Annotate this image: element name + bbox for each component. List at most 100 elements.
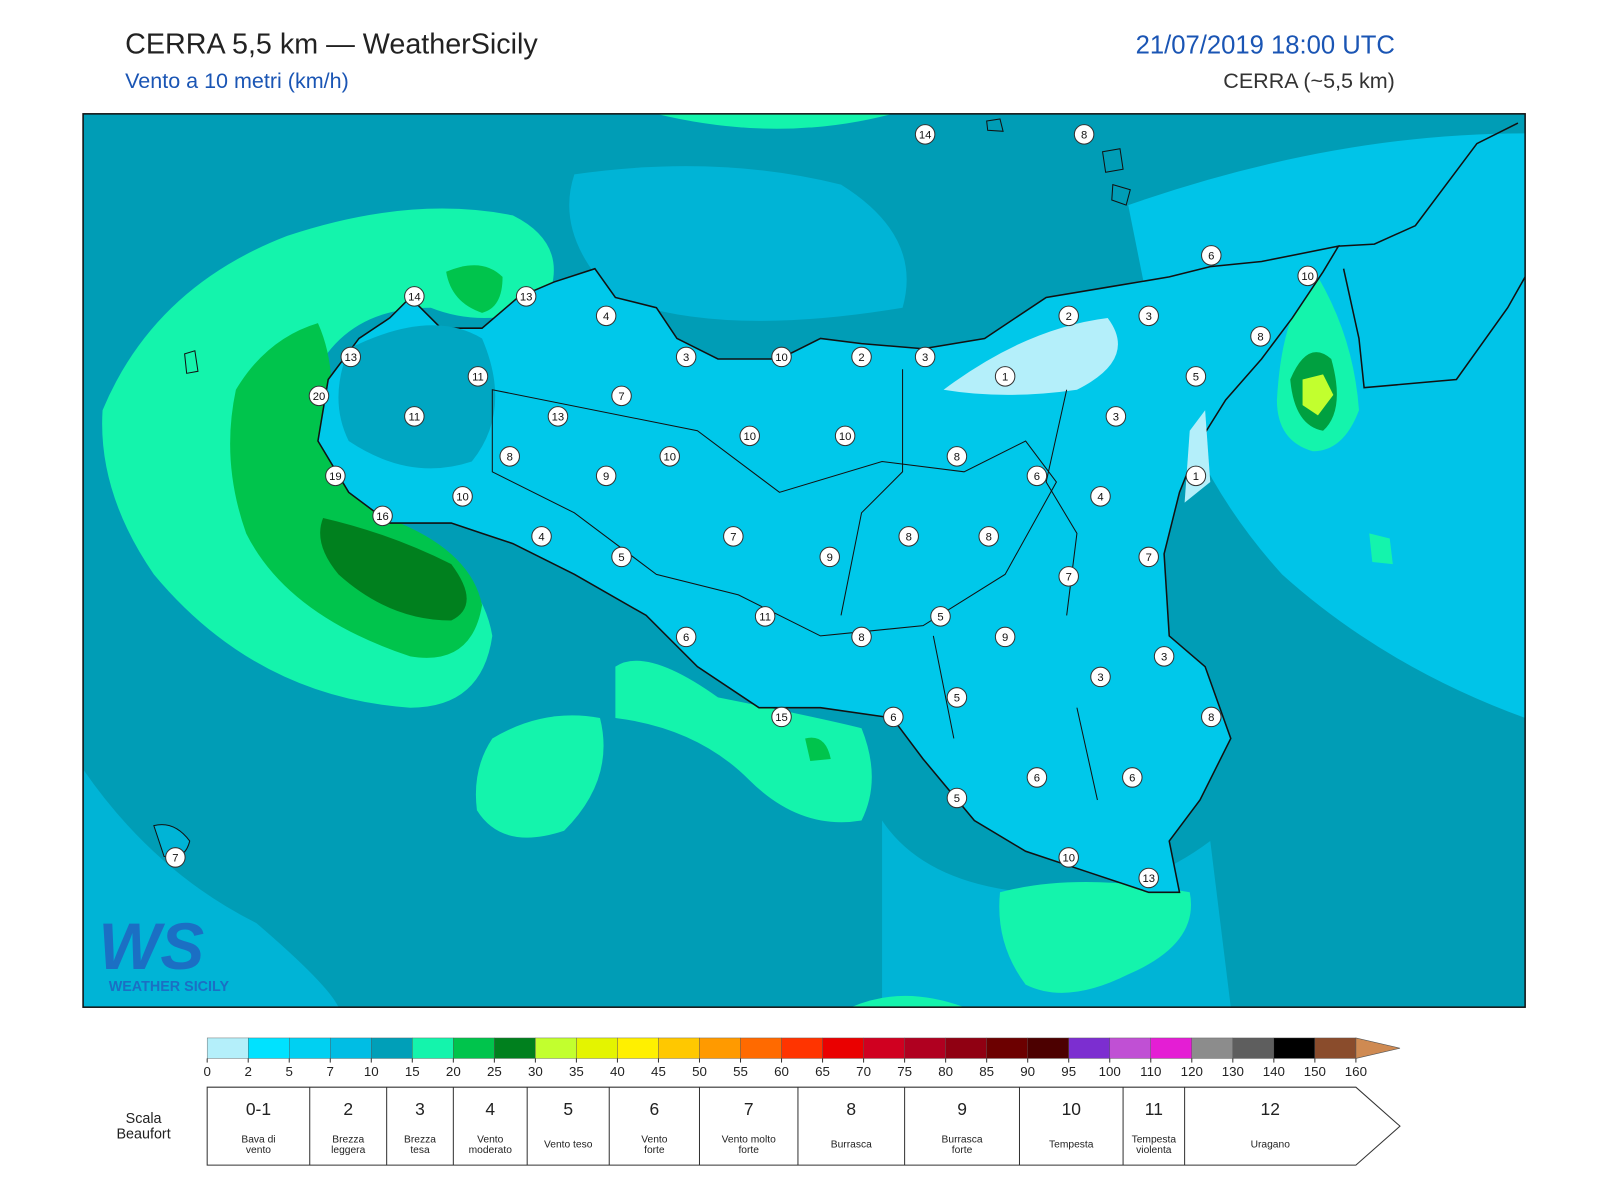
wind-label: 5 bbox=[954, 793, 960, 805]
wind-label: 8 bbox=[954, 452, 960, 464]
wind-label: 11 bbox=[472, 372, 484, 384]
beaufort-force: 11 bbox=[1145, 1099, 1163, 1119]
wind-label: 13 bbox=[1142, 873, 1155, 885]
colorbar-tick-label: 160 bbox=[1345, 1064, 1367, 1079]
colorbar-tick-label: 110 bbox=[1140, 1064, 1161, 1079]
colorbar-tick-label: 5 bbox=[286, 1064, 293, 1079]
wind-label: 1 bbox=[1002, 372, 1008, 384]
colorbar-cell bbox=[371, 1037, 413, 1059]
station-marker bbox=[1138, 546, 1159, 568]
wind-label: 4 bbox=[1097, 492, 1103, 504]
wind-label: 10 bbox=[743, 431, 756, 443]
beaufort-description: Tempesta bbox=[1132, 1135, 1177, 1146]
colorbar-cell bbox=[535, 1037, 577, 1059]
colorbar-tick-label: 120 bbox=[1181, 1064, 1203, 1079]
wind-label: 7 bbox=[618, 391, 624, 403]
station-marker bbox=[819, 546, 840, 568]
colorbar-cell bbox=[289, 1037, 331, 1059]
subtitle: Vento a 10 metri (km/h) bbox=[125, 69, 349, 93]
station-marker bbox=[1026, 465, 1048, 487]
colorbar-cell bbox=[617, 1037, 659, 1059]
colorbar-cell bbox=[247, 1037, 290, 1059]
station-marker bbox=[1058, 566, 1079, 587]
colorbar-cell bbox=[206, 1037, 249, 1059]
station-marker bbox=[851, 346, 872, 368]
wind-label: 3 bbox=[1113, 412, 1119, 424]
beaufort-description: Brezza bbox=[404, 1135, 436, 1146]
station-marker bbox=[404, 286, 425, 307]
colorbar-tick-label: 140 bbox=[1263, 1064, 1285, 1079]
colorbar-tick-label: 30 bbox=[528, 1064, 543, 1079]
station-marker bbox=[1138, 305, 1159, 327]
station-marker bbox=[467, 366, 489, 387]
colorbar-cell bbox=[576, 1037, 618, 1059]
colorbar-tick-label: 50 bbox=[692, 1064, 707, 1079]
beaufort-force: 8 bbox=[846, 1099, 856, 1119]
colorbar-cell bbox=[699, 1037, 741, 1059]
colorbar-tick-label: 25 bbox=[487, 1064, 502, 1079]
colorbar-tick-label: 100 bbox=[1099, 1064, 1121, 1079]
station-marker bbox=[611, 385, 632, 407]
station-marker bbox=[1073, 124, 1095, 145]
station-marker bbox=[1026, 767, 1048, 788]
colorbar-tick-label: 75 bbox=[897, 1064, 912, 1079]
station-marker bbox=[771, 706, 792, 728]
wind-label: 20 bbox=[313, 391, 326, 403]
beaufort-force: 9 bbox=[957, 1099, 967, 1119]
station-marker bbox=[499, 446, 520, 467]
station-marker bbox=[611, 546, 632, 568]
colorbar-tick-label: 130 bbox=[1222, 1064, 1244, 1079]
beaufort-label: Scala bbox=[126, 1111, 162, 1127]
wind-label: 5 bbox=[618, 552, 624, 564]
colorbar-cell bbox=[412, 1037, 454, 1059]
wind-label: 8 bbox=[1208, 712, 1214, 724]
wind-label: 16 bbox=[376, 511, 389, 523]
station-marker bbox=[325, 465, 346, 487]
station-marker bbox=[1090, 486, 1111, 507]
wind-label: 7 bbox=[1066, 572, 1072, 584]
colorbar-tick-label: 40 bbox=[610, 1064, 625, 1079]
colorbar-tick-label: 55 bbox=[733, 1064, 748, 1079]
colorbar-cell bbox=[1150, 1037, 1192, 1059]
wind-label: 13 bbox=[345, 352, 358, 364]
colorbar-cell bbox=[904, 1037, 946, 1059]
wind-label: 10 bbox=[839, 431, 852, 443]
station-marker bbox=[883, 706, 904, 728]
wind-label: 13 bbox=[552, 412, 565, 424]
beaufort-description: violenta bbox=[1136, 1145, 1172, 1156]
wind-label: 3 bbox=[1097, 672, 1103, 684]
colorbar-tick-label: 2 bbox=[244, 1064, 251, 1079]
station-marker bbox=[946, 687, 968, 708]
station-marker bbox=[978, 526, 999, 547]
colorbar-tick-label: 45 bbox=[651, 1064, 666, 1079]
station-marker bbox=[595, 305, 617, 327]
colorbar-cell bbox=[1273, 1037, 1316, 1059]
colorbar-tick-label: 15 bbox=[405, 1064, 420, 1079]
colorbar: 0 2 5 7 10 15 20 25 30 35 40 45 50 55 60 65 70 75 80 85 90 95… bbox=[203, 1037, 1401, 1079]
wind-label: 4 bbox=[538, 532, 544, 544]
beaufort-description: tesa bbox=[410, 1145, 430, 1156]
beaufort-description: vento bbox=[246, 1145, 271, 1156]
station-marker bbox=[946, 446, 968, 467]
station-marker bbox=[1185, 465, 1207, 487]
logo: WS WEATHER SICILY bbox=[98, 910, 229, 995]
colorbar-tick-label: 7 bbox=[327, 1064, 334, 1079]
colorbar-cell bbox=[1109, 1037, 1151, 1059]
beaufort-description: forte bbox=[738, 1145, 759, 1156]
colorbar-tick-label: 95 bbox=[1061, 1064, 1076, 1079]
colorbar-tick-label: 20 bbox=[446, 1064, 461, 1079]
colorbar-tick-label: 65 bbox=[815, 1064, 830, 1079]
beaufort-description: leggera bbox=[331, 1145, 365, 1156]
beaufort-description: Bava di bbox=[241, 1135, 275, 1146]
station-marker bbox=[739, 425, 760, 447]
wind-label: 10 bbox=[1062, 853, 1075, 865]
station-marker bbox=[165, 847, 186, 868]
beaufort-force: 2 bbox=[343, 1099, 353, 1119]
beaufort-description: Tempesta bbox=[1049, 1140, 1094, 1151]
station-marker bbox=[1058, 847, 1079, 868]
station-marker bbox=[1090, 666, 1111, 688]
beaufort-description: moderato bbox=[469, 1145, 513, 1156]
station-marker bbox=[1297, 265, 1318, 287]
wind-label: 7 bbox=[172, 853, 178, 865]
